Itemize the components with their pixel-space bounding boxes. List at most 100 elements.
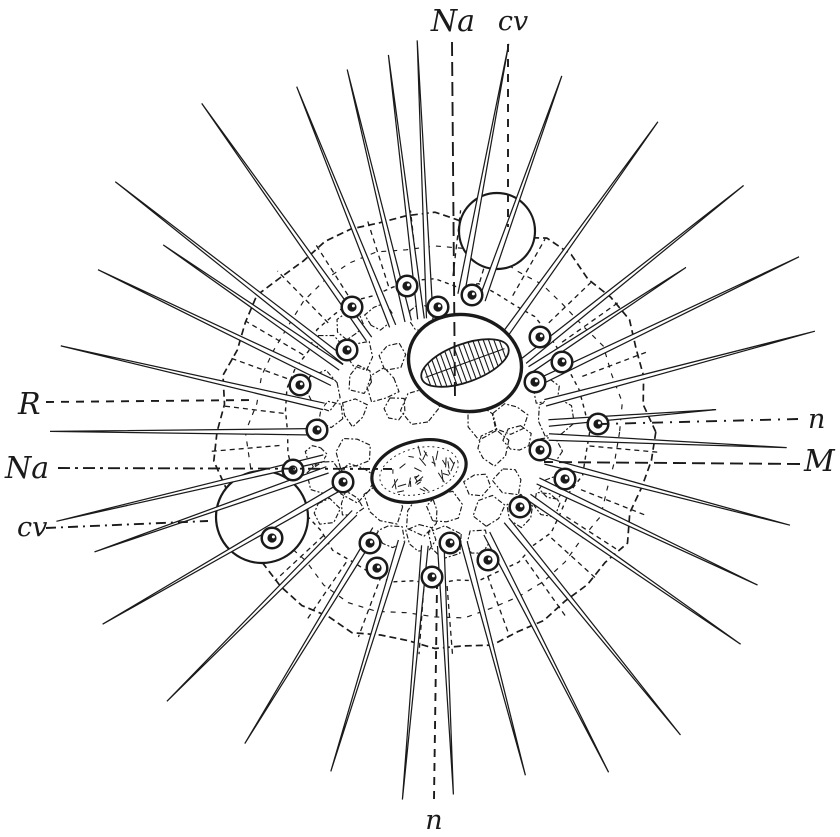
label-leader-lines xyxy=(45,41,801,800)
nucleolus-highlight xyxy=(351,304,355,308)
axopodium-spine xyxy=(102,485,339,625)
nucleolus xyxy=(402,281,412,291)
endoplasm-vesicle xyxy=(491,468,522,496)
axopodium-spine xyxy=(166,510,358,702)
axopodium-spine xyxy=(201,103,373,342)
nucleolus-highlight xyxy=(376,565,380,569)
endoplasm-vesicle xyxy=(492,403,529,435)
ectoplasm-cell-wall xyxy=(306,561,347,620)
axopodium-spine xyxy=(296,86,397,328)
nucleolus-highlight xyxy=(346,347,350,351)
axopodium-spine xyxy=(346,69,413,323)
axopodium-spine xyxy=(526,493,741,645)
endoplasm-vesicle xyxy=(405,524,437,552)
nucleolus-highlight xyxy=(487,557,491,561)
axopodium-spine xyxy=(97,269,334,387)
endoplasm-vesicle xyxy=(463,473,492,497)
nucleolus xyxy=(433,302,443,312)
endoplasm-vesicle xyxy=(383,397,406,421)
label-r-left: R xyxy=(17,387,41,422)
leader-na-left xyxy=(57,467,393,470)
endoplasm-vesicle xyxy=(313,497,341,525)
nucleolus xyxy=(535,332,545,342)
axopodium-spine xyxy=(114,181,348,365)
leader-n-bottom xyxy=(433,585,438,800)
endoplasm-vesicle xyxy=(336,311,365,341)
nucleolus-highlight xyxy=(342,479,346,483)
nucleolus xyxy=(288,465,298,475)
endoplasm-vesicle xyxy=(538,476,565,500)
axopodium-spine xyxy=(56,454,325,522)
endoplasm-vesicle xyxy=(364,302,393,331)
nucleolus xyxy=(342,345,352,355)
endoplasm-vesicles xyxy=(304,302,575,560)
label-n-bottom: n xyxy=(425,805,442,836)
food-vacuole-granular xyxy=(370,438,468,504)
nucleolus-highlight xyxy=(449,540,453,544)
ectoplasm-cell-wall xyxy=(446,585,454,656)
leader-m-right xyxy=(543,461,801,465)
axopodium-spine xyxy=(544,330,816,407)
axopodium-spine xyxy=(330,539,406,772)
endoplasm-vesicle xyxy=(366,367,400,403)
nucleolus-highlight xyxy=(316,427,320,431)
axopodium-spine xyxy=(94,466,329,553)
axopodium-spine xyxy=(521,185,744,364)
ectoplasm-cell-wall xyxy=(548,282,592,324)
nucleolus-highlight xyxy=(271,535,275,539)
ectoplasm-cell-wall xyxy=(357,575,382,638)
label-m-right: M xyxy=(803,444,836,479)
nucleolus xyxy=(365,538,375,548)
axopodium-spine xyxy=(460,541,527,776)
axopodium-spine xyxy=(478,75,563,302)
ectoplasm-cell-wall xyxy=(211,444,280,452)
label-cv-top: cv xyxy=(498,6,528,37)
nucleolus xyxy=(295,380,305,390)
endoplasm-vesicle xyxy=(378,342,407,371)
leader-r-left xyxy=(45,399,254,403)
ectoplasm-cell-wall xyxy=(525,559,567,617)
endoplasm-vesicle xyxy=(399,386,441,425)
nucleolus xyxy=(445,538,455,548)
label-na-left: Na xyxy=(4,451,49,486)
nucleolus xyxy=(312,425,322,435)
ectoplasm-cell-wall xyxy=(221,405,284,415)
axopodium-spine xyxy=(401,545,429,800)
nucleolus-highlight xyxy=(299,382,303,386)
nucleolus-highlight xyxy=(369,540,373,544)
food-vacuoles xyxy=(370,312,524,504)
nucleolus xyxy=(515,502,525,512)
leader-n-right xyxy=(600,418,799,425)
nucleolus-highlight xyxy=(534,379,538,383)
nucleolus xyxy=(267,533,277,543)
diatom-inclusion xyxy=(420,338,510,388)
endoplasm-vesicle xyxy=(477,428,510,467)
label-n-right: n xyxy=(808,404,825,435)
axopodium-spine xyxy=(436,545,455,795)
nucleolus-highlight xyxy=(597,421,601,425)
endoplasm-vesicle xyxy=(472,494,506,527)
leader-cv-left xyxy=(45,520,209,529)
nucleolus-highlight xyxy=(437,304,441,308)
nucleolus xyxy=(347,302,357,312)
nucleolus-highlight xyxy=(539,334,543,338)
nucleolus xyxy=(338,477,348,487)
axopodia xyxy=(49,40,816,800)
nuclei xyxy=(260,274,610,589)
ectoplasm-cell-wall xyxy=(313,241,354,304)
nucleolus xyxy=(427,572,437,582)
nucleolus-highlight xyxy=(471,292,475,296)
endoplasm-vesicle xyxy=(335,437,371,469)
nucleolus xyxy=(560,474,570,484)
axopodium-spine xyxy=(416,40,434,319)
ectoplasm-cell-wall xyxy=(550,537,596,578)
ectoplasm-cell-wall xyxy=(486,575,511,637)
nucleolus xyxy=(467,290,477,300)
endoplasm-vesicle xyxy=(342,398,368,428)
endoplasm-vesicle xyxy=(348,364,372,394)
ectoplasm-cell-wall xyxy=(582,351,648,378)
ectoplasm-cell-wall xyxy=(566,516,620,552)
ectoplasm-cell-wall xyxy=(230,357,288,380)
